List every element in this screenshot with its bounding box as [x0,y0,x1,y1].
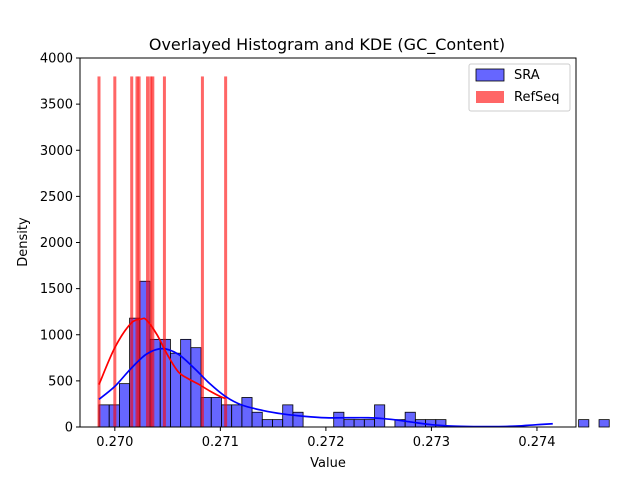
sra-bar [231,404,243,428]
chart-title: Overlayed Histogram and KDE (GC_Content) [149,35,505,55]
refseq-bar [146,76,150,427]
y-tick-label: 1000 [40,328,73,343]
y-axis-label: Density [16,217,31,267]
sra-bar [598,419,610,428]
sra-bar [363,419,375,428]
legend: SRA RefSeq [468,63,571,112]
refseq-bar [149,76,153,427]
sra-bar [353,419,365,428]
y-tick-label: 3000 [40,144,73,159]
sra-bar [98,404,110,428]
sra-bar [170,352,182,428]
legend-label-refseq: RefSeq [514,90,560,105]
y-tick-label: 1500 [40,282,73,297]
sra-bar [272,419,284,428]
sra-bar [251,411,263,428]
sra-bar [210,397,222,428]
sra-bar [282,404,294,428]
sra-bar [190,347,202,428]
sra-bar [261,419,273,428]
refseq-bar [130,76,134,427]
y-tick-label: 500 [48,374,73,389]
refseq-kde-line [98,317,226,400]
refseq-bar [113,76,117,427]
refseq-bar [137,76,141,427]
sra-bar [425,419,437,428]
refseq-bar [97,76,101,427]
sra-bar [404,411,416,428]
sra-bar [343,419,355,428]
y-axis: 0 500 1000 1500 2000 2500 3000 3500 4000 [40,52,80,436]
y-tick-label: 3500 [40,98,73,113]
y-tick-label: 4000 [40,52,73,67]
sra-bar [119,383,131,428]
refseq-bar [151,76,155,427]
sra-bar [292,411,304,428]
sra-bar [241,397,253,428]
sra-bar [333,411,345,428]
legend-swatch-refseq [476,91,504,103]
legend-swatch-sra [475,68,505,82]
x-axis-label: Value [310,456,346,471]
legend-label-sra: SRA [514,68,540,83]
refseq-bar [200,76,204,427]
refseq-bar [224,76,228,427]
y-tick-label: 2000 [40,236,73,251]
sra-bar [578,419,590,428]
sra-bar [180,338,192,428]
sra-bar [374,404,386,428]
x-tick-label: 0.270 [96,435,133,450]
x-tick-label: 0.272 [307,435,344,450]
refseq-bar [135,76,139,427]
x-tick-label: 0.271 [202,435,239,450]
y-tick-label: 0 [65,421,73,436]
x-tick-label: 0.274 [518,435,555,450]
refseq-bar [162,76,166,427]
x-tick-label: 0.273 [413,435,450,450]
x-axis: 0.270 0.271 0.272 0.273 0.274 [96,427,556,450]
y-tick-label: 2500 [40,190,73,205]
